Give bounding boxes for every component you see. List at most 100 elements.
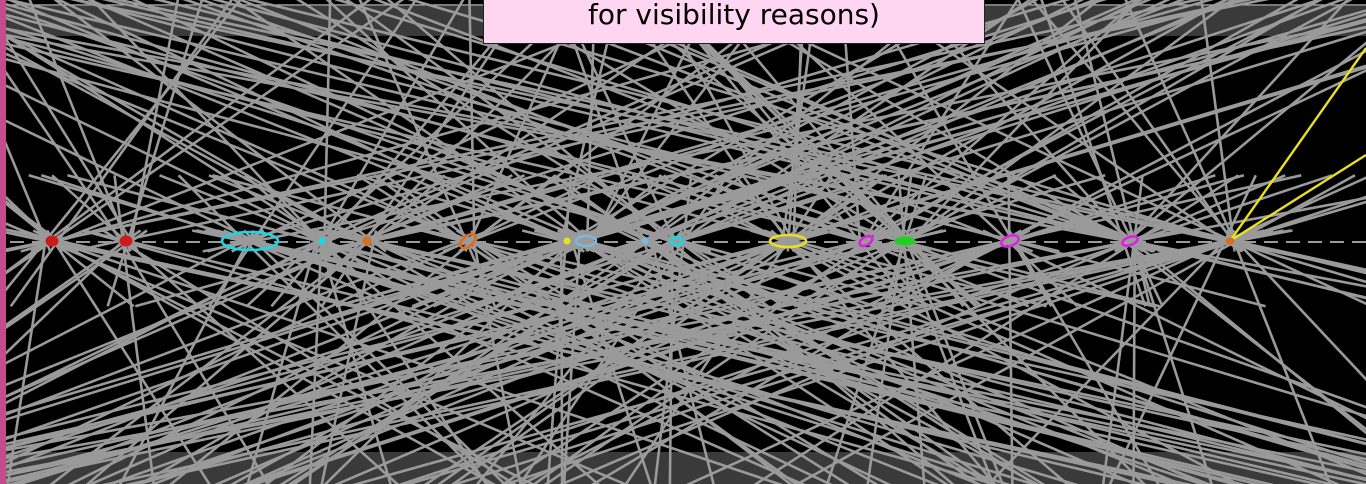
- track-line: [468, 0, 476, 252]
- track-line: [0, 197, 135, 308]
- track-line: [1225, 229, 1366, 382]
- track-line: [216, 229, 1037, 484]
- track-line: [624, 0, 1171, 253]
- track-line: [320, 230, 378, 484]
- track-line: [6, 174, 1106, 484]
- track-line: [351, 18, 1366, 308]
- track-line: [775, 0, 1101, 253]
- track-line: [986, 229, 1236, 484]
- vertex-yellow-2: [768, 233, 808, 249]
- track-line: [82, 229, 999, 484]
- track-line: [28, 0, 132, 252]
- track-line: [313, 0, 465, 253]
- track-line: [0, 61, 130, 253]
- track-line: [653, 175, 693, 484]
- track-line: [658, 174, 1241, 484]
- track-line: [290, 0, 1107, 253]
- track-line: [890, 229, 1146, 484]
- track-line: [0, 174, 884, 460]
- track-line: [1073, 0, 1152, 307]
- track-line: [653, 0, 1230, 253]
- track-line: [131, 0, 662, 253]
- vertex-green-1: [894, 236, 916, 246]
- track-line: [892, 0, 1234, 253]
- vertex-orange-3: [1225, 237, 1235, 245]
- track-line: [0, 229, 135, 361]
- track-line: [6, 230, 49, 484]
- track-line: [425, 229, 1366, 441]
- track-line: [232, 0, 601, 253]
- track-line: [53, 0, 387, 253]
- highlighted-track: [1229, 47, 1366, 242]
- track-line: [106, 0, 204, 307]
- track-line: [113, 175, 155, 484]
- track-line: [40, 174, 1011, 484]
- track-line: [106, 229, 823, 484]
- track-line: [208, 0, 418, 308]
- track-line: [475, 229, 684, 484]
- vertex-red-1: [45, 235, 59, 247]
- track-line: [212, 174, 1366, 482]
- track-line: [437, 229, 798, 484]
- track-line: [865, 69, 1366, 308]
- vertex-red-2: [119, 235, 133, 247]
- track-line: [46, 229, 211, 484]
- track-line: [0, 229, 604, 443]
- track-line: [521, 229, 1366, 446]
- track-line: [237, 0, 1030, 308]
- vertex-magenta-2: [1000, 234, 1020, 248]
- track-line: [0, 50, 630, 308]
- track-line: [0, 0, 242, 300]
- track-line: [0, 229, 1186, 478]
- track-line: [850, 0, 1140, 253]
- vertex-orange-1: [362, 236, 372, 246]
- track-line: [0, 32, 1185, 253]
- track-line: [0, 229, 490, 418]
- vertex-magenta-3: [1121, 235, 1139, 247]
- track-line: [1200, 0, 1236, 252]
- track-line: [204, 229, 1366, 484]
- track-line: [0, 229, 148, 334]
- track-line: [316, 229, 488, 484]
- track-line: [0, 229, 350, 401]
- track-line: [1109, 229, 1366, 431]
- track-line: [0, 174, 1302, 469]
- track-line: [251, 229, 1050, 484]
- track-line: [0, 229, 265, 368]
- track-line: [606, 12, 1366, 253]
- track-line: [420, 174, 1139, 484]
- track-line: [982, 229, 1366, 420]
- highlighted-tracks: [1229, 47, 1366, 243]
- track-line: [0, 189, 64, 253]
- vertex-cyan-1: [220, 230, 280, 252]
- vertex-cyan-2: [318, 237, 326, 245]
- vertex-lightblue-2: [641, 237, 649, 245]
- track-line: [0, 31, 494, 253]
- vertex-lightblue-1: [574, 234, 598, 248]
- vertex-magenta-1: [858, 234, 874, 248]
- track-line: [242, 229, 507, 484]
- track-line: [90, 0, 332, 253]
- track-line: [21, 229, 784, 484]
- track-line: [6, 0, 615, 253]
- caption-box: for visibility reasons): [483, 0, 985, 44]
- caption-text: for visibility reasons): [588, 0, 880, 31]
- track-line: [1030, 0, 1244, 253]
- track-line: [0, 126, 52, 252]
- track-line: [0, 14, 595, 253]
- track-line: [0, 174, 606, 467]
- track-line: [0, 229, 1050, 483]
- track-line: [0, 1, 900, 253]
- track-line: [1124, 0, 1240, 252]
- highlighted-track: [1229, 153, 1366, 243]
- track-line: [36, 229, 496, 484]
- track-line: [70, 0, 1366, 273]
- track-line: [433, 0, 1138, 308]
- vertex-orange-2: [459, 232, 477, 250]
- track-line: [177, 174, 491, 484]
- track-line: [113, 229, 270, 484]
- track-line: [279, 229, 689, 484]
- track-line: [0, 229, 944, 479]
